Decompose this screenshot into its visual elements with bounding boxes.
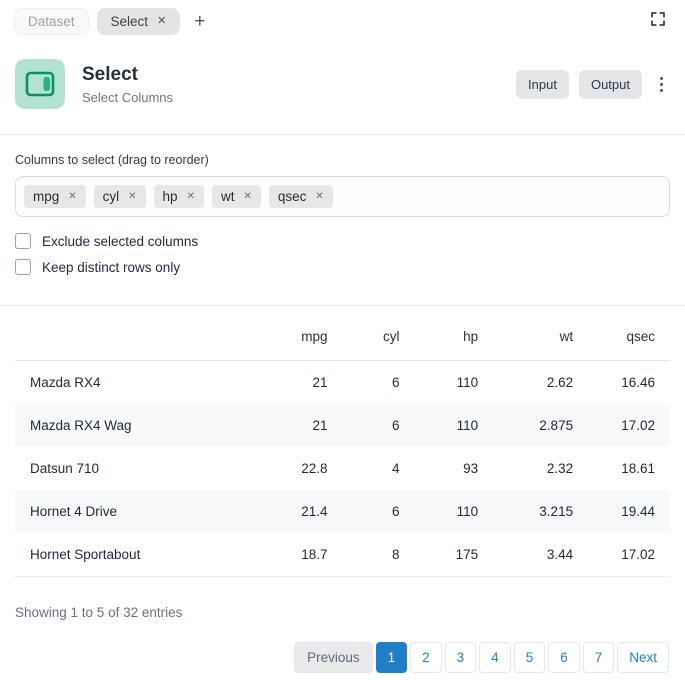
- row-name: Hornet 4 Drive: [30, 504, 118, 519]
- node-header: Select Select Columns Input Output: [0, 43, 685, 135]
- checkbox-label[interactable]: Exclude selected columns: [42, 233, 199, 249]
- row-name: Mazda RX4 Wag: [30, 418, 132, 433]
- input-button[interactable]: Input: [516, 69, 569, 99]
- page-button-1[interactable]: 1: [375, 642, 408, 673]
- column-chip-qsec[interactable]: qsec ✕: [268, 185, 333, 208]
- add-tab-button[interactable]: +: [194, 11, 206, 32]
- cell-value: 18.7: [301, 547, 328, 562]
- page-button-5[interactable]: 5: [513, 642, 546, 673]
- row-name: Hornet Sportabout: [30, 547, 141, 562]
- column-header-cyl: cyl: [342, 308, 415, 361]
- data-table-wrap: mpg cyl hp wt qsec Mazda RX4 21 6 110 2.62 16.46 M…: [0, 308, 685, 577]
- columns-select-label: Columns to select (drag to reorder): [15, 153, 209, 167]
- more-options-icon[interactable]: [654, 73, 669, 96]
- column-chip-label: cyl: [102, 189, 120, 204]
- table-row: Mazda RX4 21 6 110 2.62 16.46: [15, 361, 670, 405]
- remove-column-icon[interactable]: ✕: [243, 190, 252, 202]
- column-chip-hp[interactable]: hp ✕: [153, 185, 204, 208]
- cell-value: 22.8: [301, 461, 328, 476]
- cell-value: 2.875: [539, 418, 574, 433]
- remove-column-icon[interactable]: ✕: [186, 190, 195, 202]
- remove-column-icon[interactable]: ✕: [315, 190, 324, 202]
- cell-value: 21.4: [301, 504, 328, 519]
- table-row: Hornet 4 Drive 21.4 6 110 3.215 19.44: [15, 490, 670, 533]
- cell-value: 3.215: [539, 504, 574, 519]
- page-button-3[interactable]: 3: [444, 642, 477, 673]
- cell-value: 17.02: [621, 418, 655, 433]
- cell-value: 16.46: [621, 375, 655, 390]
- column-chip-label: wt: [220, 189, 235, 204]
- cell-value: 19.44: [621, 504, 655, 519]
- column-header-wt: wt: [493, 308, 589, 361]
- next-page-button[interactable]: Next: [617, 642, 669, 673]
- previous-page-button[interactable]: Previous: [294, 642, 373, 673]
- column-header-hp: hp: [414, 308, 494, 361]
- cell-value: 18.61: [621, 461, 655, 476]
- table-row: Hornet Sportabout 18.7 8 175 3.44 17.02: [15, 533, 670, 577]
- cell-value: 17.02: [621, 547, 655, 562]
- tab-dataset-label: Dataset: [28, 14, 75, 29]
- cell-value: 2.62: [546, 375, 574, 390]
- tab-bar: Dataset Select ✕ +: [0, 0, 685, 43]
- output-button[interactable]: Output: [578, 69, 642, 99]
- column-chip-mpg[interactable]: mpg ✕: [24, 185, 86, 208]
- page-button-4[interactable]: 4: [479, 642, 511, 673]
- page-title: Select: [82, 63, 138, 85]
- cell-value: 2.32: [546, 461, 574, 476]
- cell-value: 93: [463, 461, 479, 476]
- checkbox-label[interactable]: Keep distinct rows only: [42, 259, 181, 275]
- table-row: Mazda RX4 Wag 21 6 110 2.875 17.02: [15, 404, 670, 447]
- page-button-6[interactable]: 6: [548, 642, 580, 673]
- remove-column-icon[interactable]: ✕: [128, 190, 137, 202]
- data-table: mpg cyl hp wt qsec Mazda RX4 21 6 110 2.62 16.46 M…: [15, 308, 670, 577]
- entries-summary: Showing 1 to 5 of 32 entries: [15, 605, 183, 620]
- column-chip-cyl[interactable]: cyl ✕: [93, 185, 146, 208]
- checkbox-row: Keep distinct rows only: [15, 259, 670, 275]
- cell-value: 6: [392, 418, 400, 433]
- pagination: Previous 1 2 3 4 5 6 7 Next: [0, 642, 685, 673]
- table-row: Datsun 710 22.8 4 93 2.32 18.61: [15, 447, 670, 490]
- cell-value: 4: [392, 461, 400, 476]
- column-header-qsec: qsec: [588, 308, 670, 361]
- row-name: Datsun 710: [30, 461, 100, 476]
- cell-value: 21: [312, 418, 328, 433]
- page-subtitle: Select Columns: [82, 89, 174, 105]
- columns-chip-input[interactable]: mpg ✕ cyl ✕ hp ✕ wt ✕ qsec ✕: [15, 176, 670, 217]
- tab-select[interactable]: Select ✕: [96, 8, 181, 35]
- column-chip-label: qsec: [277, 189, 307, 204]
- select-columns-icon: [15, 59, 65, 109]
- tab-dataset[interactable]: Dataset: [14, 8, 89, 35]
- cell-value: 6: [392, 504, 400, 519]
- columns-section: Columns to select (drag to reorder) mpg ✕…: [0, 135, 685, 306]
- page-button-7[interactable]: 7: [582, 642, 615, 673]
- page-button-2[interactable]: 2: [410, 642, 442, 673]
- fullscreen-expand-icon[interactable]: [649, 10, 667, 31]
- column-header-mpg: mpg: [257, 308, 343, 361]
- row-name: Mazda RX4: [30, 375, 101, 390]
- close-tab-icon[interactable]: ✕: [157, 15, 167, 27]
- column-header-rowname: [15, 308, 258, 361]
- tab-select-label: Select: [110, 14, 149, 29]
- column-chip-wt[interactable]: wt ✕: [211, 185, 261, 208]
- column-chip-label: mpg: [33, 189, 60, 204]
- cell-value: 110: [456, 504, 479, 519]
- cell-value: 6: [392, 375, 400, 390]
- cell-value: 3.44: [546, 547, 574, 562]
- exclude-columns-checkbox[interactable]: [15, 233, 31, 249]
- cell-value: 175: [455, 547, 479, 562]
- cell-value: 21: [312, 375, 328, 390]
- column-chip-label: hp: [162, 189, 178, 204]
- checkbox-row: Exclude selected columns: [15, 233, 670, 249]
- remove-column-icon[interactable]: ✕: [68, 190, 77, 202]
- cell-value: 110: [456, 375, 479, 390]
- cell-value: 110: [456, 418, 479, 433]
- cell-value: 8: [392, 547, 400, 562]
- distinct-rows-checkbox[interactable]: [15, 259, 31, 275]
